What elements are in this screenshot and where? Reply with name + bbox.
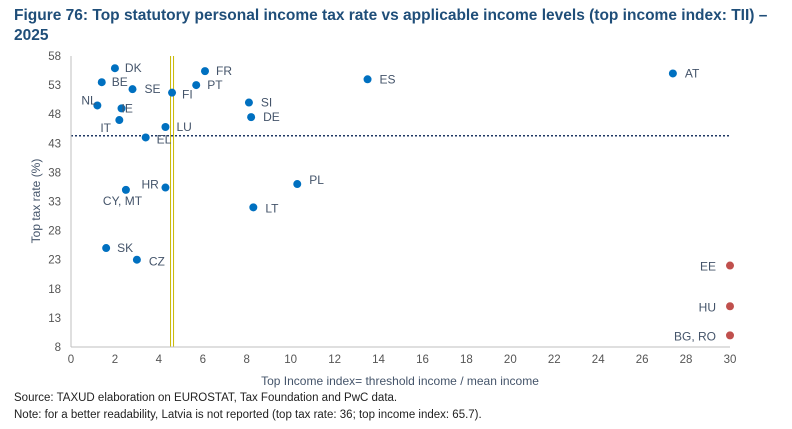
x-tick-label: 26 <box>636 354 649 366</box>
x-tick-label: 24 <box>592 354 605 366</box>
x-tick-label: 20 <box>504 354 517 366</box>
reference-lines <box>71 56 730 347</box>
data-point-lt <box>249 203 258 212</box>
x-tick-label: 12 <box>328 354 341 366</box>
point-label-hr: HR <box>141 178 159 192</box>
point-label-sk: SK <box>117 241 133 255</box>
point-label-se: SE <box>145 82 161 96</box>
x-tick-label: 28 <box>680 354 693 366</box>
data-point-cy-mt <box>121 185 130 194</box>
data-point-hr <box>161 183 170 192</box>
footnotes: Source: TAXUD elaboration on EUROSTAT, T… <box>14 390 784 424</box>
point-label-pl: PL <box>309 173 324 187</box>
data-point-sk <box>102 244 111 253</box>
point-label-at: AT <box>685 66 700 80</box>
point-label-si: SI <box>261 96 272 110</box>
readability-note: Note: for a better readability, Latvia i… <box>14 409 482 421</box>
data-point-ee <box>726 261 734 270</box>
data-point-bg-ro <box>726 331 734 340</box>
point-label-pt: PT <box>207 78 223 92</box>
point-label-de: DE <box>263 110 280 124</box>
point-label-ie: IE <box>122 101 133 115</box>
x-tick-label: 2 <box>112 354 118 366</box>
data-point-fi <box>168 88 177 97</box>
x-tick-label: 14 <box>372 354 385 366</box>
data-point-pl <box>293 180 302 189</box>
y-tick-label: 28 <box>48 226 61 238</box>
point-label-nl: NL <box>81 93 97 107</box>
y-tick-label: 8 <box>55 342 61 354</box>
point-label-cy-mt: CY, MT <box>103 194 143 208</box>
point-label-hu: HU <box>699 300 716 314</box>
data-point-nl <box>93 101 102 110</box>
x-axis-label: Top Income index= threshold income / mea… <box>261 374 539 388</box>
data-point-se <box>128 85 137 94</box>
data-point-cz <box>132 255 141 264</box>
point-label-it: IT <box>100 121 111 135</box>
x-tick-label: 4 <box>156 354 163 366</box>
y-axis-label: Top tax rate (%) <box>29 159 43 244</box>
y-tick-label: 48 <box>48 109 61 121</box>
data-point-de <box>247 113 256 122</box>
y-tick-label: 13 <box>48 313 61 325</box>
point-label-cz: CZ <box>149 255 165 269</box>
point-label-es: ES <box>380 72 396 86</box>
y-tick-label: 18 <box>48 284 61 296</box>
point-label-be: BE <box>112 75 128 89</box>
data-point-fr <box>200 67 209 76</box>
data-point-el <box>141 133 150 142</box>
data-point-hu <box>726 302 734 311</box>
data-points <box>93 64 734 340</box>
y-tick-label: 33 <box>48 197 61 209</box>
axes <box>70 56 730 348</box>
point-label-fr: FR <box>216 64 232 78</box>
point-label-lt: LT <box>265 201 279 215</box>
x-tick-label: 16 <box>416 354 429 366</box>
data-point-dk <box>110 64 119 73</box>
data-point-it <box>115 116 124 125</box>
data-point-pt <box>192 81 201 90</box>
x-tick-label: 6 <box>200 354 206 366</box>
x-tick-label: 18 <box>460 354 473 366</box>
figure-title: Figure 76: Top statutory personal income… <box>14 7 768 44</box>
x-tick-label: 10 <box>284 354 297 366</box>
data-point-si <box>244 98 253 107</box>
point-label-lu: LU <box>176 120 191 134</box>
point-label-bg-ro: BG, RO <box>674 329 716 343</box>
x-tick-label: 0 <box>68 354 74 366</box>
x-tick-label: 8 <box>244 354 250 366</box>
point-label-fi: FI <box>182 88 193 102</box>
data-point-be <box>97 78 106 87</box>
data-point-ie <box>117 104 126 113</box>
point-label-dk: DK <box>125 61 142 75</box>
x-tick-label: 30 <box>724 354 737 366</box>
y-tick-label: 58 <box>48 51 61 63</box>
y-tick-label: 53 <box>48 80 61 92</box>
data-point-es <box>363 75 372 84</box>
data-point-at <box>668 69 677 78</box>
point-label-el: EL <box>157 132 172 146</box>
y-tick-label: 43 <box>48 138 61 150</box>
x-tick-label: 22 <box>548 354 561 366</box>
y-tick-label: 23 <box>48 255 61 267</box>
source-note: Source: TAXUD elaboration on EUROSTAT, T… <box>14 392 398 404</box>
point-label-ee: EE <box>700 260 716 274</box>
data-point-lu <box>161 123 170 132</box>
y-tick-label: 38 <box>48 167 61 179</box>
